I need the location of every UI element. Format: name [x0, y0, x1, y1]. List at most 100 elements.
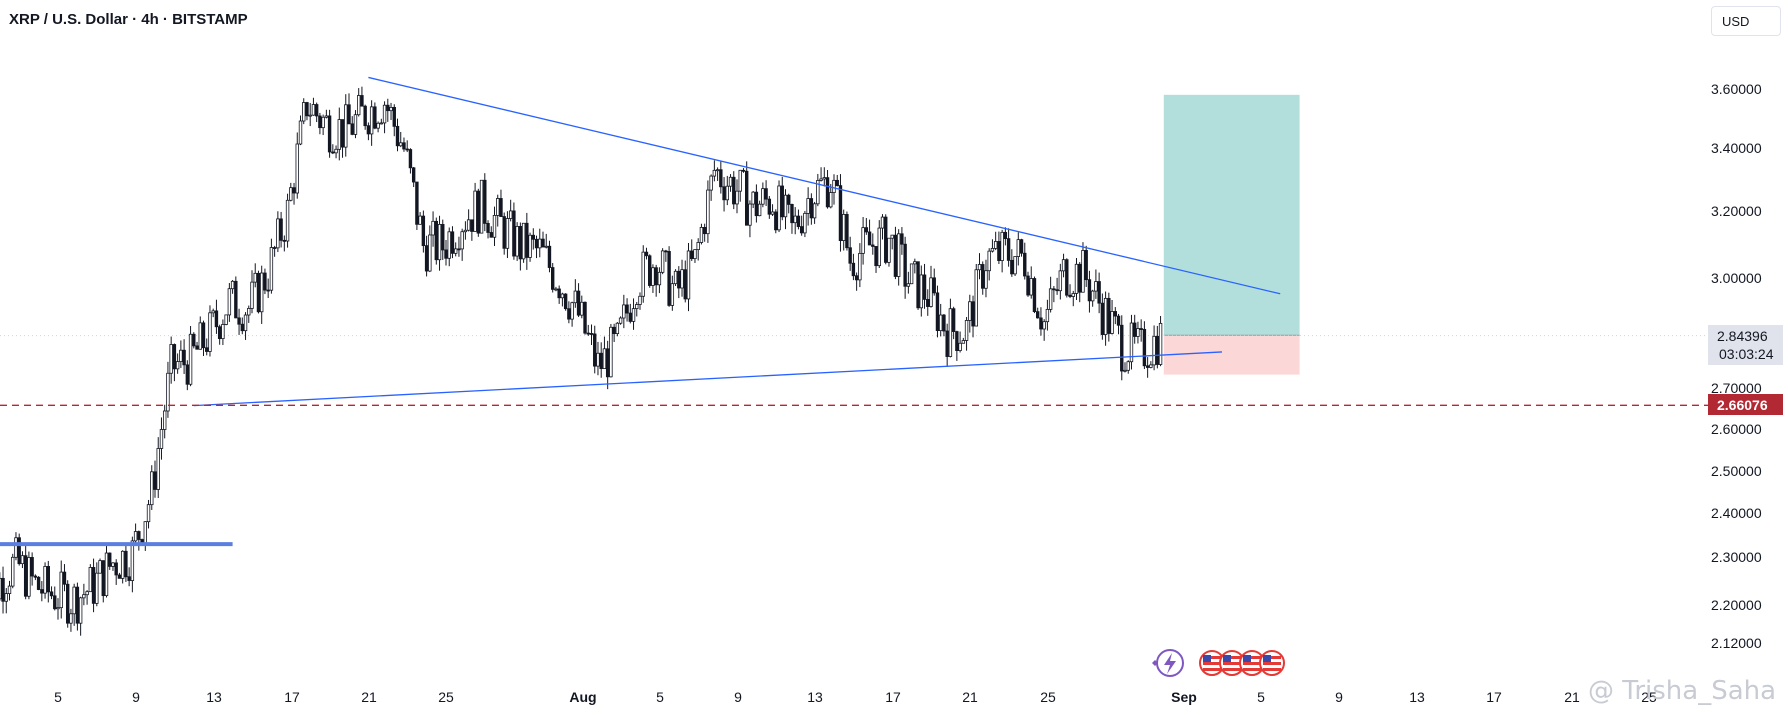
- candle-body: [1120, 324, 1124, 372]
- candle-body: [534, 238, 539, 249]
- candle-body: [667, 251, 671, 306]
- candle-body: [72, 586, 76, 615]
- candle-body: [1145, 365, 1150, 368]
- candle-body: [990, 247, 995, 252]
- candle-body: [1029, 278, 1033, 296]
- candle-body: [1129, 322, 1134, 363]
- candle-body: [1048, 288, 1053, 310]
- candle-body: [1110, 311, 1114, 334]
- candle-body: [615, 322, 620, 335]
- candle-body: [23, 555, 28, 597]
- candle-body: [874, 246, 878, 267]
- candle-body: [162, 410, 167, 430]
- candle-body: [386, 104, 390, 112]
- candle-body: [450, 231, 455, 254]
- candle-body: [198, 322, 202, 350]
- candle-body: [353, 114, 358, 135]
- x-tick-label: 21: [962, 689, 978, 705]
- candle-body: [712, 169, 717, 177]
- candle-body: [842, 213, 846, 242]
- candle-body: [437, 224, 442, 261]
- candle-body: [424, 245, 429, 272]
- candle-body: [1006, 238, 1011, 261]
- candle-body: [508, 210, 513, 219]
- candle-body: [1103, 297, 1108, 335]
- candle-body: [421, 215, 426, 247]
- candle-body: [108, 552, 112, 567]
- us-flag-icon[interactable]: [1259, 650, 1285, 676]
- candle-body: [340, 119, 345, 148]
- lower-trendline: [193, 351, 1223, 407]
- candle-body: [75, 586, 80, 624]
- candle-body: [583, 301, 587, 334]
- candle-body: [858, 252, 862, 281]
- candle-body: [133, 531, 138, 542]
- candle-body: [156, 448, 160, 490]
- candle-body: [939, 314, 943, 331]
- lightning-icon[interactable]: [1152, 649, 1184, 677]
- candle-body: [612, 326, 616, 335]
- candle-body: [344, 104, 348, 148]
- candle-body: [182, 349, 186, 366]
- candle-body: [285, 199, 290, 242]
- candle-body: [1023, 252, 1027, 277]
- candle-body: [146, 504, 151, 523]
- candle-body: [1016, 239, 1020, 257]
- candle-body: [728, 176, 733, 187]
- candle-body: [1026, 275, 1030, 296]
- x-tick-label: 25: [1641, 689, 1657, 705]
- candle-body: [499, 198, 503, 217]
- x-tick-label: 5: [1257, 689, 1265, 705]
- candle-body: [709, 175, 713, 191]
- candle-body: [40, 589, 44, 594]
- candle-body: [570, 302, 574, 320]
- candle-body: [69, 613, 73, 624]
- candle-body: [641, 251, 645, 297]
- x-tick-label: 9: [132, 689, 140, 705]
- candle-body: [1032, 278, 1037, 313]
- candle-body: [82, 594, 86, 599]
- candle-body: [169, 344, 173, 374]
- watermark: @ Trisha_Saha: [1588, 676, 1777, 706]
- candle-body: [677, 270, 681, 289]
- candle-body: [693, 249, 697, 260]
- candle-body: [175, 361, 180, 370]
- target-zone: [1163, 94, 1300, 336]
- candle-body: [796, 215, 801, 227]
- currency-button[interactable]: USD: [1711, 6, 1781, 36]
- candle-body: [101, 560, 105, 597]
- candle-body: [877, 227, 881, 267]
- candle-body: [234, 280, 238, 319]
- x-tick-label: 25: [1040, 689, 1056, 705]
- candle-body: [961, 340, 966, 344]
- countdown-label: 03:03:24: [1719, 346, 1774, 362]
- candle-body: [463, 229, 468, 233]
- candle-body: [719, 169, 723, 188]
- us-flag-icon[interactable]: [1199, 650, 1225, 676]
- candle-body: [457, 248, 461, 251]
- candle-body: [130, 540, 135, 581]
- candle-body: [518, 226, 523, 260]
- candle-body: [900, 233, 904, 245]
- candle-body: [85, 591, 89, 596]
- candle-body: [1013, 256, 1017, 275]
- candle-body: [528, 234, 532, 258]
- candle-body: [172, 344, 177, 370]
- candle-body: [680, 269, 684, 289]
- candle-body: [289, 187, 293, 201]
- candle-body: [17, 537, 21, 565]
- candle-body: [470, 219, 474, 232]
- candle-body: [331, 151, 335, 154]
- candle-body: [754, 191, 759, 217]
- candle-body: [337, 119, 341, 150]
- candle-body: [942, 314, 946, 332]
- candle-body: [159, 429, 164, 449]
- x-tick-label: 21: [1564, 689, 1580, 705]
- candle-body: [968, 301, 972, 321]
- candle-body: [567, 308, 571, 320]
- candle-body: [205, 347, 209, 352]
- candle-body: [787, 194, 791, 205]
- candle-body: [360, 95, 364, 107]
- candle-body: [111, 562, 115, 567]
